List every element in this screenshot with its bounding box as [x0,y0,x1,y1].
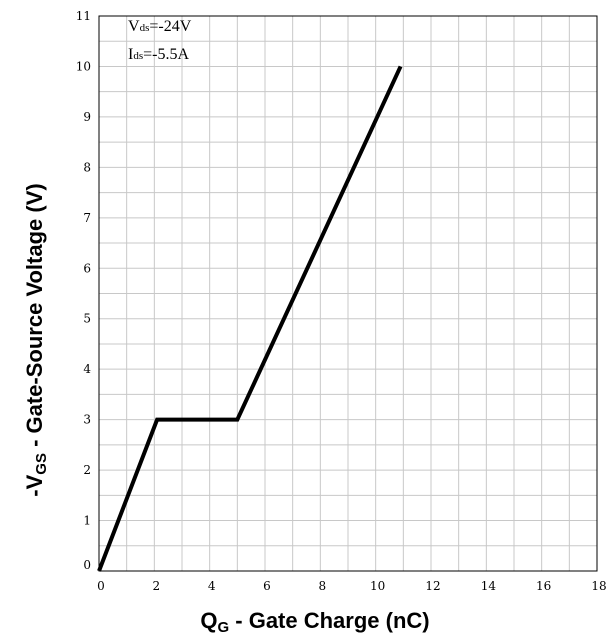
y-tick-label: 2 [83,463,91,477]
x-axis-title: QG - Gate Charge (nC) [200,608,429,636]
y-tick-label: 9 [83,110,91,124]
y-tick-labels: 0 1 2 3 4 5 6 7 8 9 10 11 [76,9,92,572]
x-tick-label: 6 [263,579,271,593]
y-tick-label: 11 [76,9,91,23]
y-tick-label: 10 [76,59,91,73]
x-tick-label: 12 [425,579,440,593]
y-axis-title: -VGS - Gate-Source Voltage (V) [22,183,50,496]
x-tick-label: 2 [153,579,161,593]
y-tick-label: 0 [83,558,91,572]
grid [99,16,597,571]
x-tick-label: 8 [319,579,327,593]
y-tick-label: 6 [83,261,91,275]
y-tick-label: 1 [83,514,91,528]
y-tick-label: 8 [83,160,91,174]
x-tick-label: 0 [97,579,105,593]
x-tick-label: 16 [536,579,551,593]
y-tick-label: 7 [83,211,91,225]
x-tick-label: 14 [481,579,497,593]
series-line [97,65,403,572]
y-tick-label: 3 [83,413,91,427]
x-tick-label: 18 [591,579,606,593]
x-tick-label: 10 [370,579,385,593]
y-tick-label: 4 [83,362,91,376]
x-tick-labels: 0 2 4 6 8 10 12 14 16 18 [97,579,606,593]
annotation-ids: Ids=-5.5A [128,46,189,63]
x-tick-label: 4 [208,579,216,593]
annotation-vds: Vds=-24V [128,18,192,35]
y-tick-label: 5 [83,312,91,326]
plot-frame [98,15,598,572]
